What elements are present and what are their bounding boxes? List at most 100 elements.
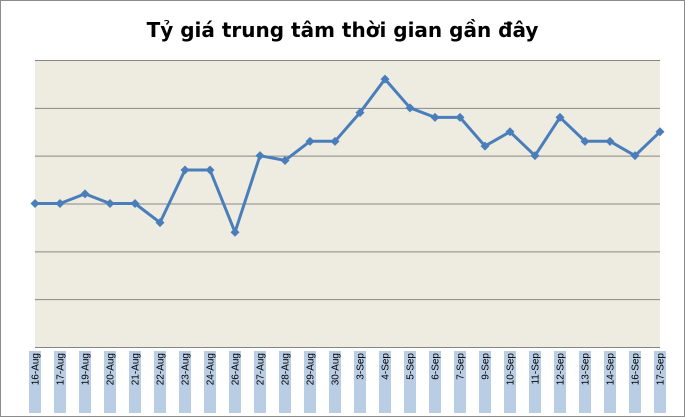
- x-tick-label-background: [129, 351, 141, 413]
- x-tick-label-background: [329, 351, 341, 413]
- data-point-marker: [330, 136, 340, 146]
- x-tick-label: 11-Sep: [529, 351, 542, 413]
- x-tick-label-background: [429, 351, 441, 413]
- data-point-marker: [80, 189, 90, 199]
- data-point-marker: [130, 199, 140, 208]
- data-point-marker: [55, 199, 65, 208]
- x-tick-label: 17-Aug: [54, 351, 67, 413]
- x-tick-label: 19-Aug: [79, 351, 92, 413]
- x-tick-label-background: [154, 351, 166, 413]
- data-point-marker: [455, 112, 465, 122]
- x-tick-label-text: 21-Aug: [131, 353, 142, 385]
- data-point-marker: [430, 112, 440, 122]
- x-tick-label-text: 27-Aug: [256, 353, 267, 385]
- data-point-marker: [180, 165, 190, 175]
- x-tick-label-text: 3-Sep: [356, 353, 367, 380]
- data-point-marker: [305, 136, 315, 146]
- x-tick-label-text: 30-Aug: [331, 353, 342, 385]
- x-tick-label: 5-Sep: [404, 351, 417, 413]
- x-tick-label-text: 20-Aug: [106, 353, 117, 385]
- x-tick-label-background: [204, 351, 216, 413]
- x-tick-label-background: [179, 351, 191, 413]
- x-tick-label-text: 29-Aug: [306, 353, 317, 385]
- x-tick-label-background: [529, 351, 541, 413]
- x-tick-label-background: [654, 351, 666, 413]
- x-tick-label-background: [479, 351, 491, 413]
- series-line: [35, 77, 662, 234]
- x-tick-label-background: [504, 351, 516, 413]
- x-tick-label: 7-Sep: [454, 351, 467, 413]
- x-tick-label-background: [54, 351, 66, 413]
- x-tick-label: 21-Aug: [129, 351, 142, 413]
- gridlines: [35, 60, 660, 348]
- x-tick-label-text: 13-Sep: [581, 353, 592, 386]
- x-tick-label-text: 19-Aug: [81, 353, 92, 385]
- data-point-marker: [655, 127, 665, 137]
- x-tick-label: 28-Aug: [279, 351, 292, 413]
- x-tick-label-background: [279, 351, 291, 413]
- x-tick-label: 13-Sep: [579, 351, 592, 413]
- x-tick-label: 16-Sep: [629, 351, 642, 413]
- x-tick-label-background: [254, 351, 266, 413]
- x-tick-label: 10-Sep: [504, 351, 517, 413]
- data-point-marker: [155, 218, 165, 228]
- x-tick-label-background: [229, 351, 241, 413]
- data-point-marker: [255, 151, 265, 161]
- x-tick-label-text: 11-Sep: [531, 353, 542, 385]
- data-point-marker: [105, 199, 115, 208]
- data-point-marker: [30, 199, 40, 208]
- x-tick-label-background: [604, 351, 616, 413]
- x-tick-label: 12-Sep: [554, 351, 567, 413]
- x-tick-label: 14-Sep: [604, 351, 617, 413]
- x-tick-label: 4-Sep: [379, 351, 392, 413]
- x-tick-label-text: 16-Aug: [31, 353, 42, 385]
- x-tick-label-text: 17-Aug: [56, 353, 67, 385]
- chart-title: Tỷ giá trung tâm thời gian gần đây: [146, 18, 539, 42]
- x-tick-label-text: 14-Sep: [606, 353, 617, 386]
- x-tick-label-background: [454, 351, 466, 413]
- x-tick-label-text: 24-Aug: [206, 353, 217, 385]
- x-tick-label-text: 5-Sep: [406, 353, 417, 380]
- data-point-marker: [630, 151, 640, 161]
- x-tick-label-text: 4-Sep: [381, 353, 392, 380]
- x-tick-label-text: 22-Aug: [156, 353, 167, 385]
- x-tick-label: 24-Aug: [204, 351, 217, 413]
- x-tick-label-text: 9-Sep: [481, 353, 492, 380]
- x-tick-label-background: [554, 351, 566, 413]
- x-tick-label: 3-Sep: [354, 351, 367, 413]
- x-axis-labels: 16-Aug 17-Aug 19-Aug 20-Aug 21-Aug 22-Aug 23-A…: [29, 351, 667, 413]
- data-point-marker: [230, 227, 240, 237]
- x-tick-label-text: 28-Aug: [281, 353, 292, 385]
- x-tick-label-text: 26-Aug: [231, 353, 242, 385]
- x-tick-label-text: 17-Sep: [656, 353, 667, 386]
- x-tick-label-text: 23-Aug: [181, 353, 192, 385]
- x-tick-label-text: 16-Sep: [631, 353, 642, 386]
- x-tick-label: 26-Aug: [229, 351, 242, 413]
- x-tick-label: 30-Aug: [329, 351, 342, 413]
- data-point-marker: [205, 165, 215, 175]
- x-tick-label: 20-Aug: [104, 351, 117, 413]
- data-point-marker: [405, 103, 415, 113]
- x-tick-label: 23-Aug: [179, 351, 192, 413]
- x-tick-label: 16-Aug: [29, 351, 42, 413]
- data-point-marker: [605, 136, 615, 146]
- x-tick-label-text: 12-Sep: [556, 353, 567, 386]
- x-tick-label-background: [29, 351, 41, 413]
- x-tick-label-text: 6-Sep: [431, 353, 442, 380]
- x-tick-label: 27-Aug: [254, 351, 267, 413]
- series-markers: [30, 74, 665, 237]
- x-tick-label-background: [404, 351, 416, 413]
- data-point-marker: [355, 108, 365, 118]
- x-tick-label-background: [579, 351, 591, 413]
- x-tick-label-text: 7-Sep: [456, 353, 467, 380]
- data-point-marker: [580, 136, 590, 146]
- x-tick-label: 29-Aug: [304, 351, 317, 413]
- data-point-marker: [380, 74, 390, 84]
- x-tick-label-background: [104, 351, 116, 413]
- data-point-marker: [480, 141, 490, 151]
- data-point-marker: [505, 127, 515, 137]
- x-tick-label-background: [629, 351, 641, 413]
- x-tick-label-background: [379, 351, 391, 413]
- data-point-marker: [555, 112, 565, 122]
